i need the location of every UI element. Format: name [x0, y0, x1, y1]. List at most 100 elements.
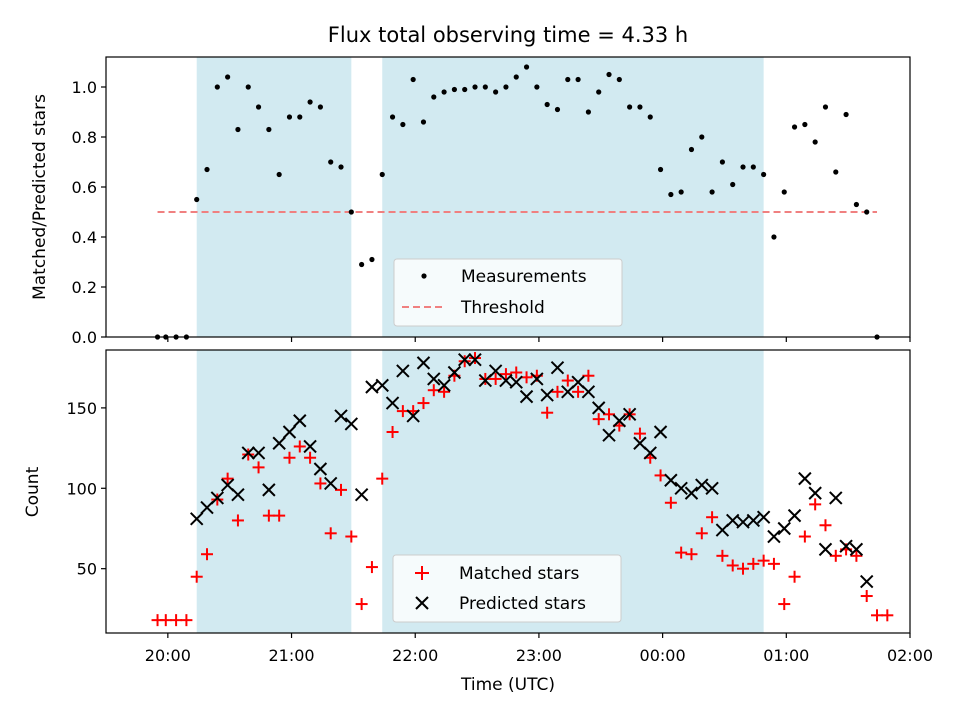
matched-stars-point	[510, 366, 523, 379]
predicted-stars-point	[839, 539, 853, 553]
matched-stars-point	[520, 371, 533, 384]
predicted-stars-point	[334, 409, 348, 423]
predicted-stars-point	[282, 425, 297, 439]
measurement-point	[822, 104, 829, 110]
predicted-stars-point	[674, 481, 688, 495]
x-axis-label: Time (UTC)	[460, 675, 555, 695]
measurement-point	[297, 114, 303, 120]
matched-stars-point	[603, 408, 616, 421]
matched-stars-point	[489, 372, 502, 385]
matched-stars-point	[572, 385, 585, 398]
matched-stars-point	[747, 557, 760, 570]
matched-stars-point	[757, 554, 770, 567]
y-tick-label: 150	[66, 399, 97, 418]
measurement-point	[627, 104, 633, 110]
measurement-point	[441, 89, 447, 95]
matched-stars-point	[716, 549, 729, 562]
matched-stars-point	[881, 609, 894, 622]
measurement-point	[307, 99, 313, 105]
measurement-point	[420, 119, 427, 125]
matched-stars-point	[726, 559, 739, 572]
matched-stars-point	[469, 352, 482, 365]
predicted-stars-point	[643, 446, 657, 460]
legend-matched-marker	[415, 566, 429, 580]
matched-stars-point	[180, 614, 193, 627]
measurement-point	[389, 114, 396, 120]
predicted-stars-point	[540, 388, 554, 402]
measurement-point	[317, 104, 323, 110]
legend-predicted-marker	[415, 596, 429, 610]
x-tick-label: 00:00	[640, 646, 686, 665]
measurement-point	[678, 189, 684, 195]
predicted-stars-point	[344, 417, 359, 431]
predicted-stars-point	[695, 478, 709, 492]
bottom-panel: 50 100 150 20:00 21:00 22:00 23:00 00:00 01:00 02…	[23, 349, 933, 695]
measurement-point	[534, 84, 540, 90]
measurement-point	[214, 84, 220, 90]
legend-threshold-label: Threshold	[460, 298, 545, 318]
predicted-stars-point	[581, 385, 596, 399]
x-tick-label: 23:00	[516, 646, 562, 665]
predicted-stars-point	[396, 364, 410, 378]
predicted-stars-point	[293, 414, 307, 428]
measurement-point	[410, 76, 416, 83]
predicted-stars-point	[262, 483, 276, 497]
measurement-point	[204, 166, 210, 173]
predicted-stars-point	[416, 356, 431, 370]
matched-stars-point	[396, 405, 409, 418]
measurement-point	[853, 201, 860, 208]
measurement-point	[864, 209, 870, 215]
matched-stars-point	[829, 549, 842, 562]
bottom-panel-frame	[105, 349, 911, 634]
matched-stars-point	[860, 590, 873, 603]
predicted-stars-point	[808, 486, 822, 500]
measurement-point	[843, 111, 849, 118]
measurement-point	[359, 261, 365, 268]
matched-stars-point	[685, 548, 698, 561]
measurement-point	[328, 159, 334, 165]
measurement-point	[771, 234, 777, 240]
y-tick-label: 0.6	[72, 178, 97, 197]
matched-stars-point	[417, 397, 430, 410]
matched-stars-point	[737, 562, 750, 575]
measurement-point	[348, 209, 354, 215]
measurement-point	[225, 74, 231, 80]
matched-stars-point	[170, 614, 183, 627]
predicted-stars-point	[190, 512, 204, 526]
predicted-stars-point	[746, 513, 761, 528]
predicted-stars-point	[777, 521, 791, 536]
matched-stars-point	[654, 469, 667, 482]
predicted-stars-point	[354, 488, 369, 502]
matched-stars-point	[201, 548, 214, 561]
matched-stars-point	[335, 483, 348, 496]
measurement-point	[730, 181, 736, 188]
predicted-stars-point	[756, 510, 771, 524]
measurement-point	[719, 159, 726, 165]
predicted-stars-point	[849, 542, 864, 557]
measurement-point	[379, 171, 385, 178]
matched-stars-point	[427, 384, 440, 397]
measurement-point	[482, 84, 488, 90]
predicted-stars-point	[313, 462, 328, 476]
x-tick-label: 20:00	[145, 646, 191, 665]
predicted-stars-point	[406, 409, 420, 423]
measurement-point	[565, 76, 571, 83]
predicted-stars-point	[468, 352, 482, 367]
measurement-point	[606, 71, 612, 78]
top-legend: Measurements Threshold	[393, 258, 623, 327]
measurement-point	[369, 256, 375, 263]
measurement-point	[761, 171, 767, 178]
predicted-stars-point	[509, 375, 523, 389]
predicted-stars-point	[519, 389, 534, 404]
matched-stars-point	[273, 509, 286, 522]
measurement-point	[554, 106, 561, 113]
measurement-point	[245, 84, 251, 90]
predicted-stars-point	[231, 488, 245, 502]
matched-stars-point	[664, 496, 677, 509]
matched-stars-point	[767, 557, 780, 570]
matched-stars-point	[190, 570, 203, 583]
measurement-point	[802, 121, 808, 128]
measurement-point	[750, 164, 756, 170]
matched-stars-point	[376, 472, 389, 485]
